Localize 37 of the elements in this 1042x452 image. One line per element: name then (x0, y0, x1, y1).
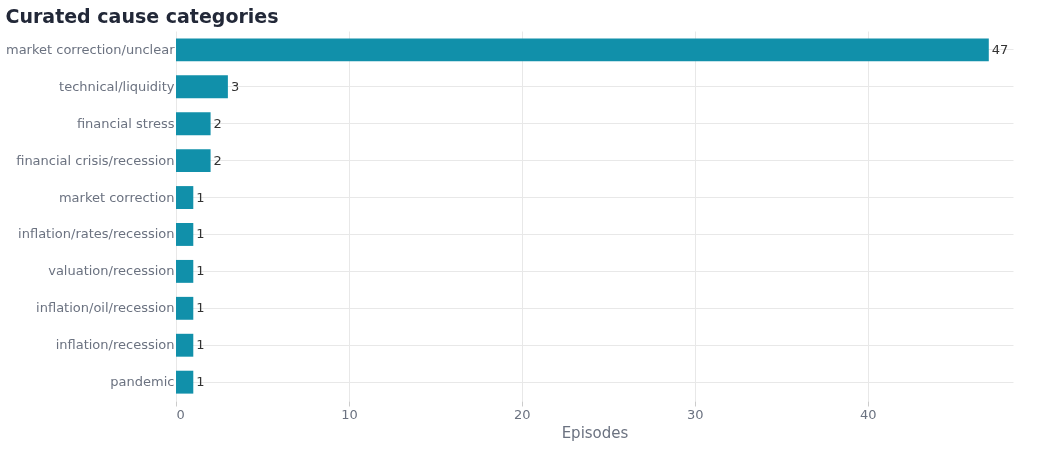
y-tick-label: pandemic (110, 374, 175, 390)
x-tick-label: 30 (687, 406, 704, 422)
data-label: 1 (196, 189, 205, 205)
bar (176, 112, 211, 136)
bar (176, 259, 194, 283)
y-tick-label: inflation/recession (55, 337, 175, 353)
data-label: 1 (196, 374, 205, 390)
bar (176, 296, 194, 320)
chart-title: Curated cause categories (5, 5, 279, 27)
data-label: 2 (213, 152, 222, 168)
y-tick-label: inflation/oil/recession (36, 300, 175, 316)
y-tick-label: inflation/rates/recession (18, 226, 175, 242)
y-tick-label: financial crisis/recession (16, 152, 175, 168)
x-tick-label: 20 (514, 406, 531, 422)
data-label: 3 (230, 78, 240, 94)
y-tick-label: financial stress (76, 115, 175, 131)
bar (176, 370, 194, 394)
data-label: 1 (196, 226, 205, 242)
y-tick-label: market correction (58, 189, 175, 205)
x-tick-label: 40 (859, 406, 877, 422)
x-tick-label: 0 (176, 406, 185, 422)
bar (176, 186, 194, 209)
y-tick-label: market correction/unclear (5, 41, 176, 57)
data-label: 1 (196, 300, 205, 316)
y-tick-label: valuation/recession (48, 263, 175, 279)
x-tick-label: 10 (341, 406, 358, 422)
data-label: 1 (196, 337, 205, 353)
bar (176, 333, 194, 357)
x-axis-title: Episodes (561, 423, 629, 442)
data-label: 1 (196, 263, 205, 279)
y-tick-label: technical/liquidity (59, 78, 175, 94)
bar (176, 223, 194, 246)
data-label: 47 (991, 41, 1009, 57)
data-label: 2 (213, 115, 222, 131)
bar (176, 38, 989, 62)
bar (176, 75, 228, 99)
bar (176, 149, 211, 173)
